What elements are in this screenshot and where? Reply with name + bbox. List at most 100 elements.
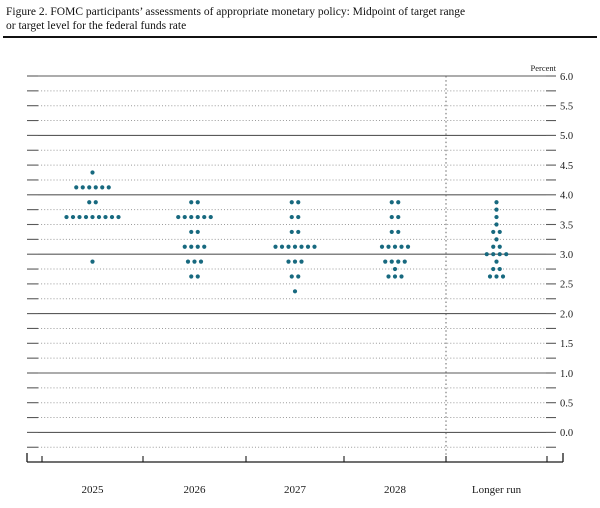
projection-dot	[383, 259, 388, 264]
projection-dot	[87, 185, 92, 190]
title-rule	[3, 36, 597, 38]
projection-dot	[299, 259, 304, 264]
projection-dot	[292, 289, 298, 294]
projection-dot	[202, 244, 207, 249]
projection-dot	[87, 200, 92, 205]
projection-dot	[93, 185, 98, 190]
projection-dot	[77, 214, 82, 220]
projection-dot	[405, 244, 411, 249]
projection-dot	[202, 214, 207, 220]
projection-dot	[396, 229, 401, 235]
projection-dot	[494, 222, 499, 227]
projection-dot	[208, 214, 213, 220]
projection-dot	[396, 214, 401, 220]
y-tick-label: 1.0	[560, 369, 573, 380]
projection-dot	[389, 200, 394, 205]
projection-dot	[296, 200, 301, 205]
projection-dot	[296, 214, 301, 220]
projection-dot	[289, 200, 294, 205]
projection-dot	[195, 274, 200, 279]
projection-dot	[296, 229, 301, 235]
projection-dot	[195, 214, 200, 220]
projection-dot	[106, 185, 111, 190]
projection-dot	[189, 229, 194, 235]
y-tick-label: 2.0	[560, 309, 573, 320]
projection-dot	[299, 244, 304, 249]
x-category-label: 2026	[184, 484, 207, 496]
projection-dot	[484, 252, 489, 257]
projection-dot	[289, 229, 294, 235]
projection-dot	[182, 214, 187, 220]
projection-dot	[292, 259, 298, 264]
projection-dot	[392, 274, 398, 279]
projection-dot	[198, 259, 204, 264]
projection-dot	[379, 244, 385, 249]
projection-dot	[80, 185, 85, 190]
projection-dot	[305, 244, 311, 249]
projection-dot	[491, 266, 496, 272]
y-tick-label: 1.5	[560, 339, 573, 350]
projection-dot	[497, 266, 502, 272]
projection-dot	[491, 252, 496, 257]
projection-dot	[182, 244, 187, 249]
projection-dot	[494, 274, 499, 279]
projection-dot	[96, 214, 102, 220]
projection-dot	[389, 229, 394, 235]
projection-dot	[399, 274, 404, 279]
projection-dot	[189, 214, 194, 220]
x-category-label: 2028	[384, 484, 407, 496]
projection-dot	[402, 259, 407, 264]
projection-dot	[109, 214, 115, 220]
projection-dot	[399, 244, 404, 249]
projection-dot	[289, 214, 294, 220]
projection-dot	[491, 229, 496, 235]
projection-dot	[279, 244, 285, 249]
projection-dot	[494, 259, 499, 264]
projection-dot	[487, 274, 493, 279]
projection-dot	[273, 244, 278, 249]
figure-title-line2: or target level for the federal funds ra…	[6, 20, 187, 32]
y-tick-label: 3.5	[560, 220, 573, 231]
projection-dot	[189, 274, 194, 279]
projection-dot	[389, 214, 394, 220]
projection-dot	[195, 244, 200, 249]
projection-dot	[396, 200, 401, 205]
projection-dot	[195, 229, 200, 235]
y-tick-label: 0.5	[560, 399, 573, 410]
projection-dot	[494, 214, 499, 220]
projection-dot	[189, 200, 194, 205]
projection-dot	[392, 266, 398, 272]
x-category-label: 2025	[82, 484, 105, 496]
projection-dot	[100, 185, 105, 190]
projection-dot	[494, 237, 499, 242]
y-tick-label: 6.0	[560, 72, 573, 83]
projection-dot	[289, 274, 294, 279]
y-tick-label: 4.5	[560, 161, 573, 172]
projection-dot	[286, 259, 291, 264]
y-tick-label: 3.0	[560, 250, 573, 261]
projection-dot	[90, 170, 95, 175]
projection-dot	[103, 214, 108, 220]
projection-dot	[70, 214, 76, 220]
percent-label: Percent	[531, 63, 557, 73]
projection-dot	[494, 200, 499, 205]
figure-title-line1: Figure 2. FOMC participants’ assessments…	[6, 6, 466, 18]
projection-dot	[116, 214, 121, 220]
projection-dot	[185, 259, 191, 264]
x-category-label: Longer run	[472, 484, 522, 496]
projection-dot	[93, 200, 98, 205]
projection-dot	[90, 259, 95, 264]
y-tick-label: 2.5	[560, 280, 573, 291]
y-tick-label: 4.0	[560, 191, 573, 202]
projection-dot	[192, 259, 197, 264]
projection-dot	[497, 229, 502, 235]
projection-dot	[83, 214, 89, 220]
projection-dot	[176, 214, 181, 220]
projection-dot	[90, 214, 95, 220]
projection-dot	[497, 244, 502, 249]
projection-dot	[74, 185, 79, 190]
y-tick-label: 5.5	[560, 102, 573, 113]
projection-dot	[189, 244, 194, 249]
